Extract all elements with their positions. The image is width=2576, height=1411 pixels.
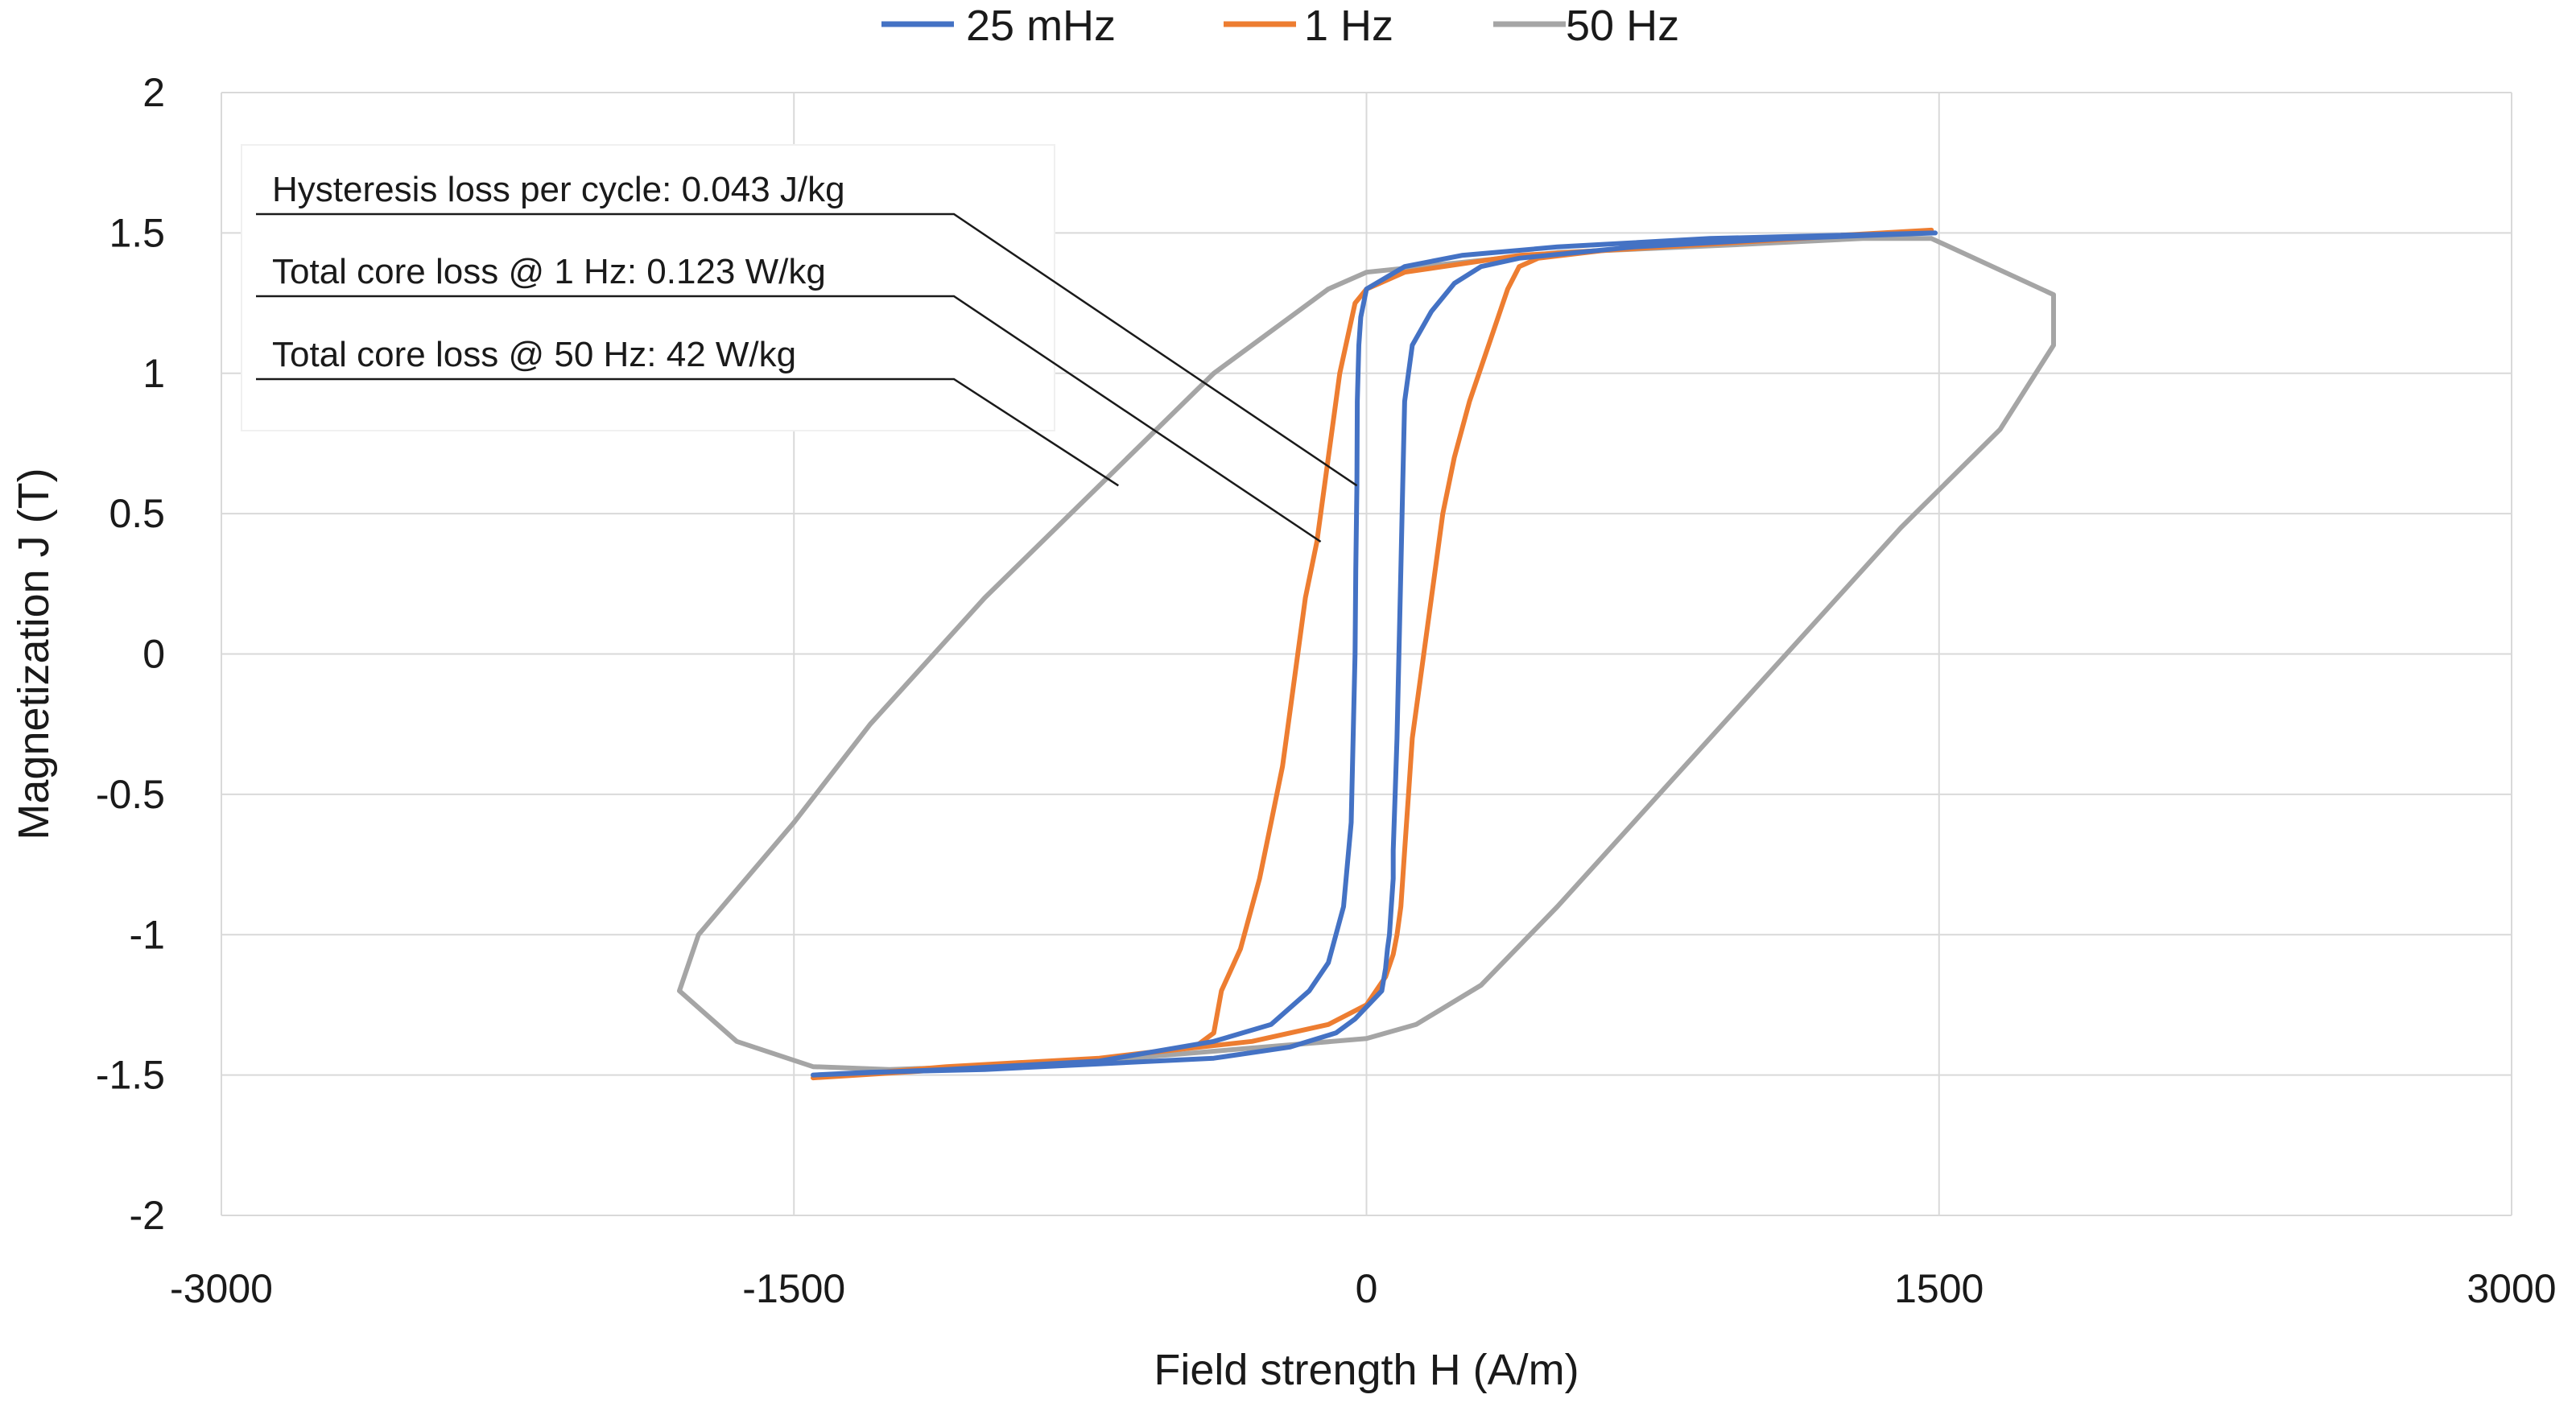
y-tick-label: -1.5 (96, 1053, 165, 1098)
annotation-leader-line (256, 295, 1322, 543)
annotation-label: Total core loss @ 1 Hz: 0.123 W/kg (272, 252, 826, 291)
annotation-leader-line (256, 378, 1119, 487)
y-tick-label: -1 (130, 912, 165, 957)
legend-label: 1 Hz (1304, 2, 1393, 50)
legend-label: 50 Hz (1566, 2, 1679, 50)
y-tick-label: 0.5 (109, 491, 165, 536)
y-tick-label: -2 (130, 1193, 165, 1238)
x-tick-label: -3000 (170, 1266, 273, 1311)
annotation-label: Hysteresis loss per cycle: 0.043 J/kg (272, 170, 845, 209)
y-tick-label: 1.5 (109, 210, 165, 255)
series-line-25-mhz (811, 230, 1938, 1078)
annotation-box (241, 144, 1055, 431)
legend: 25 mHz 1 Hz 50 Hz (881, 2, 1679, 50)
annotation-backdrop (241, 144, 1055, 431)
series-lines (677, 227, 2056, 1081)
y-tick-label: 0 (142, 632, 165, 677)
y-tick-label: 2 (142, 70, 165, 115)
annotation-leader-line (256, 212, 1358, 487)
annotations: Hysteresis loss per cycle: 0.043 J/kg Tot… (256, 170, 1358, 543)
y-tick-label: -0.5 (96, 772, 165, 817)
x-axis-title: Field strength H (A/m) (1154, 1346, 1579, 1394)
annotation-label: Total core loss @ 50 Hz: 42 W/kg (272, 335, 796, 374)
legend-label: 25 mHz (966, 2, 1116, 50)
x-tick-label: 0 (1356, 1266, 1378, 1311)
series-line-50-hz (677, 236, 2056, 1072)
tick-labels: -2 -1.5 -1 -0.5 0 0.5 1 1.5 2 -3000 -1500 0 1500 3000 (96, 70, 2557, 1311)
y-tick-label: 1 (142, 351, 165, 396)
x-tick-label: 1500 (1894, 1266, 1984, 1311)
x-tick-label: -1500 (742, 1266, 845, 1311)
y-axis-title: Magnetization J (T) (10, 468, 58, 840)
x-tick-label: 3000 (2467, 1266, 2556, 1311)
